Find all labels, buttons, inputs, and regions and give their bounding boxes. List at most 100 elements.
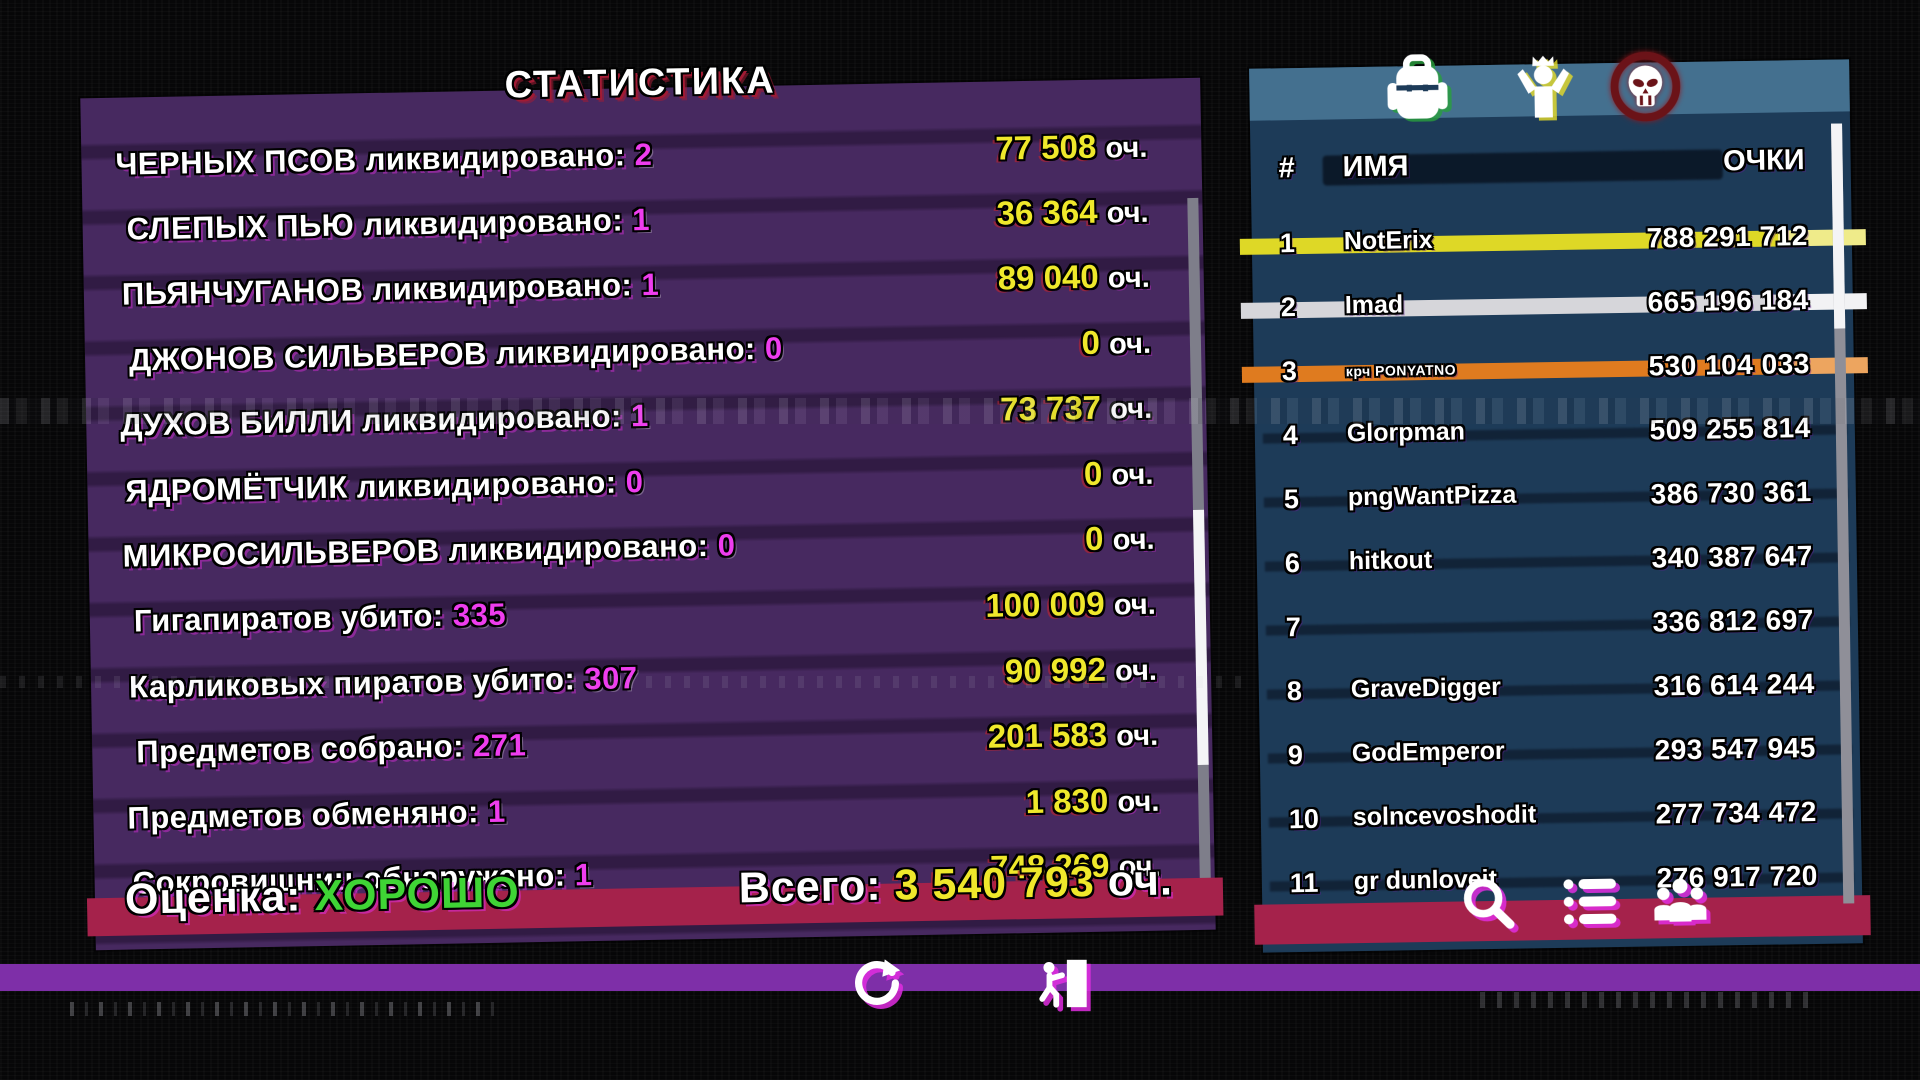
stat-label: СЛЕПЫХ ПЬЮ ликвидировано:	[126, 202, 624, 247]
points-suffix: оч.	[1106, 196, 1149, 230]
stat-label: Гигапиратов убито:	[133, 598, 444, 639]
stat-label: Предметов собрано:	[135, 728, 465, 770]
stats-rows: ЧЕРНЫХ ПСОВ ликвидировано: 2 77 508 оч. …	[115, 113, 1161, 916]
stat-points: 73 737	[999, 388, 1102, 428]
stats-scrollbar-track[interactable]	[1187, 197, 1212, 910]
row-rank: 9	[1287, 740, 1304, 771]
rating: Оценка: ХОРОШО	[125, 868, 521, 924]
leaderboard-row[interactable]: 9 GodEmperor 293 547 945	[1259, 717, 1860, 790]
leaderboard-row[interactable]: 5 pngWantPizza 386 730 361	[1255, 461, 1856, 534]
stat-count: 2	[634, 136, 653, 172]
total-label: Всего:	[738, 861, 882, 913]
row-score: 665 196 184	[1647, 284, 1810, 318]
stat-count: 1	[631, 201, 651, 238]
stat-label: ДУХОВ БИЛЛИ ликвидировано:	[119, 398, 623, 443]
row-rank: 3	[1281, 356, 1298, 387]
stat-points: 0	[1084, 519, 1104, 558]
leaderboard-row[interactable]: 8 GraveDigger 316 614 244	[1258, 653, 1859, 726]
row-name: hitkout	[1348, 545, 1433, 576]
stat-count: 1	[641, 267, 660, 303]
stat-label: ЯДРОМЁТЧИК ликвидировано:	[125, 464, 617, 509]
restart-button[interactable]	[848, 952, 906, 1014]
stat-label: МИКРОСИЛЬВЕРОВ ликвидировано:	[122, 527, 709, 574]
stat-count: 0	[625, 463, 644, 500]
points-suffix: оч.	[1109, 392, 1153, 426]
exit-button[interactable]	[1034, 952, 1092, 1014]
leaderboard-header: # ИМЯ ОЧКИ	[1250, 143, 1851, 192]
row-rank: 8	[1286, 676, 1303, 707]
row-rank: 11	[1289, 867, 1319, 899]
row-score: 509 255 814	[1649, 411, 1812, 446]
stat-label: ДЖОНОВ СИЛЬВЕРОВ ликвидировано:	[128, 330, 757, 378]
points-suffix: оч.	[1117, 785, 1160, 819]
points-suffix: оч.	[1105, 131, 1148, 165]
leaderboard-row[interactable]: 6 hitkout 340 387 647	[1256, 525, 1857, 598]
row-rank: 10	[1288, 803, 1320, 835]
leaderboard-rows: 1 NotErix 788 291 712 2 Imad 665 196 184…	[1239, 205, 1868, 918]
rating-value: ХОРОШО	[313, 868, 521, 921]
search-button[interactable]	[1458, 871, 1519, 936]
header-name: ИМЯ	[1342, 150, 1409, 184]
points-suffix: оч.	[1112, 523, 1155, 557]
row-score: 277 734 472	[1655, 795, 1818, 830]
points-suffix: оч.	[1114, 654, 1158, 688]
stat-label: ЧЕРНЫХ ПСОВ ликвидировано:	[115, 137, 626, 182]
players-button[interactable]	[1650, 868, 1711, 933]
stat-label: ПЬЯНЧУГАНОВ ликвидировано:	[121, 267, 633, 313]
leaderboard-row[interactable]: 7 336 812 697	[1257, 589, 1858, 662]
stat-points: 90 992	[1004, 650, 1107, 690]
leaderboard-row[interactable]: 3 крч PONYATNO 530 104 033	[1241, 333, 1868, 406]
restart-icon	[848, 959, 906, 1018]
row-score: 316 614 244	[1653, 667, 1816, 702]
row-score: 530 104 033	[1648, 347, 1811, 382]
stat-label: Карликовых пиратов убито:	[128, 661, 576, 705]
search-icon	[1459, 878, 1519, 940]
points-suffix: оч.	[1108, 327, 1152, 361]
stat-label: Предметов обменяно:	[127, 793, 480, 836]
points-suffix: оч.	[1107, 262, 1151, 295]
total-score: Всего: 3 540 793 оч.	[738, 856, 1181, 913]
stat-points: 0	[1083, 454, 1103, 492]
stat-points: 201 583	[987, 715, 1108, 756]
rating-label: Оценка:	[124, 872, 302, 924]
stats-scrollbar-thumb[interactable]	[1193, 509, 1209, 765]
statistics-panel: СТАТИСТИКА ЧЕРНЫХ ПСОВ ликвидировано: 2 …	[80, 60, 1224, 951]
stat-points: 1 830	[1025, 781, 1109, 820]
leaderboard-row[interactable]: 10 solncevoshodit 277 734 472	[1260, 781, 1861, 854]
kills-tab[interactable]	[1609, 48, 1682, 125]
list-icon	[1561, 878, 1621, 938]
row-rank: 5	[1283, 484, 1300, 515]
people-icon	[1651, 878, 1711, 937]
leaderboard-row[interactable]: 4 Glorpman 509 255 814	[1254, 397, 1855, 470]
champions-tab[interactable]	[1507, 50, 1580, 127]
stat-count: 335	[452, 597, 507, 634]
stat-points: 89 040	[997, 258, 1100, 298]
stat-points: 0	[1081, 323, 1101, 361]
bottom-bar	[0, 959, 1920, 1008]
row-name: pngWantPizza	[1347, 480, 1517, 512]
exit-door-icon	[1034, 959, 1092, 1018]
row-score: 386 730 361	[1650, 475, 1813, 510]
leaderboard-panel: # ИМЯ ОЧКИ 1 NotErix 788 291 712 2 Imad …	[1239, 51, 1871, 953]
total-value: 3 540 793	[894, 857, 1096, 910]
row-rank: 6	[1284, 548, 1301, 579]
inventory-tab[interactable]	[1381, 52, 1454, 129]
stat-count: 271	[472, 727, 527, 764]
row-name: GraveDigger	[1350, 672, 1502, 704]
glitch-speckles	[70, 1002, 500, 1016]
row-score: 788 291 712	[1646, 220, 1809, 254]
leaderboard-row[interactable]: 1 NotErix 788 291 712	[1239, 205, 1866, 278]
header-rank: #	[1278, 152, 1296, 185]
stat-count: 307	[584, 660, 638, 697]
stat-points: 77 508	[995, 127, 1097, 167]
stat-count: 0	[764, 330, 783, 366]
champion-icon	[1508, 55, 1580, 131]
leaderboard-row[interactable]: 2 Imad 665 196 184	[1240, 269, 1867, 342]
total-suffix: оч.	[1107, 856, 1174, 906]
row-name: крч PONYATNO	[1345, 361, 1457, 380]
stat-count: 0	[717, 527, 736, 563]
points-suffix: оч.	[1111, 458, 1154, 492]
list-button[interactable]	[1560, 869, 1621, 934]
row-name: Glorpman	[1346, 417, 1466, 448]
